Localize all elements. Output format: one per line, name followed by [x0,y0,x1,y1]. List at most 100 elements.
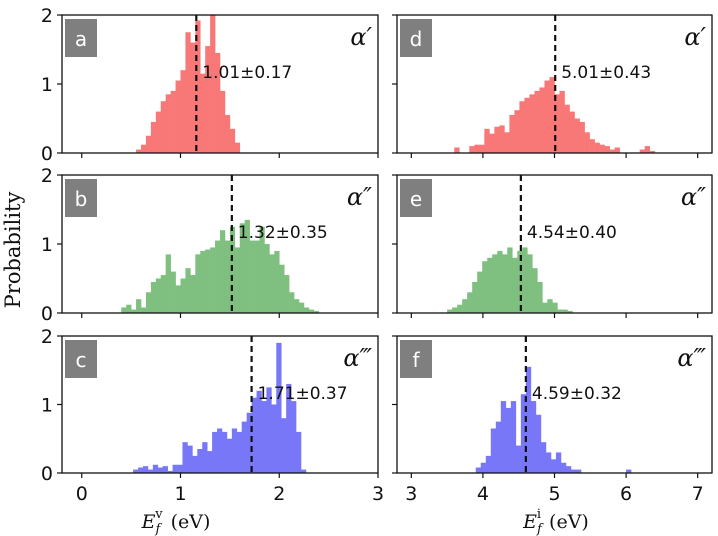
histogram-bar [244,219,250,313]
panel-d-bars [454,77,656,153]
histogram-bar [231,428,238,473]
histogram-bar [574,118,580,153]
histogram-bar [492,254,498,313]
histogram-bar [264,244,270,313]
histogram-bar [313,310,320,313]
histogram-bar [479,144,485,153]
histogram-bar [482,261,488,313]
histogram-bar [570,469,577,473]
histogram-bar [609,149,615,153]
panel-frame-e [396,174,713,314]
histogram-bar [180,278,186,313]
histogram-bar [549,77,555,153]
histogram-bar [261,401,267,473]
histogram-bar [527,254,533,313]
x-axis-symbol-left: E [141,511,156,533]
histogram-bar [626,469,632,473]
histogram-bar [279,264,285,313]
histogram-bar [539,87,545,153]
histogram-bar [452,307,458,313]
phase-label-e: α″ [681,183,706,211]
panel-label-e: e [410,187,422,211]
histogram-bar [497,250,503,313]
panel-e-bars [447,247,573,313]
histogram-bar [234,142,241,153]
histogram-bar [150,281,157,313]
panel-label-c: c [76,348,87,372]
x-tick-label: 3 [372,483,384,505]
y-axis-label: Probability [1,192,25,309]
histogram-bar [604,146,610,153]
histogram-bar [133,469,139,473]
histogram-bar [147,469,154,473]
histogram-bar [532,268,538,313]
histogram-bar [469,146,475,153]
histogram-bar [569,111,575,153]
histogram-bar [537,281,543,313]
histogram-bar [246,412,252,473]
histogram-bar [554,94,560,153]
histogram-bar [266,387,272,473]
histogram-bar [594,142,600,153]
x-tick-label: 2 [273,483,285,505]
histogram-bar [210,15,216,153]
histogram-bar [180,70,186,153]
panel-f-bars [475,366,632,473]
histogram-bar [454,147,460,153]
histogram-bar [157,467,164,473]
histogram-bar [565,466,572,473]
histogram-bar [644,146,651,153]
histogram-bar [256,390,262,473]
histogram-bar [579,121,585,153]
histogram-bar [467,292,473,313]
histogram-bar [155,278,162,313]
phase-label-a: α′ [350,23,372,51]
histogram-bar [185,32,191,153]
histogram-bar [200,73,206,153]
histogram-bar [269,254,275,313]
histogram-bar [522,247,528,313]
y-tick-label: 2 [41,5,53,27]
histogram-bar [200,250,206,313]
axes-layer [57,14,713,478]
histogram-bar [131,309,137,313]
histogram-bar [599,144,605,153]
histogram-bar [567,310,573,313]
histogram-bar [170,271,176,313]
panel-label-a: a [75,27,87,51]
histogram-bar [236,431,243,473]
histogram-bar [210,247,216,313]
histogram-bar [138,467,144,473]
x-tick-label: 3 [405,483,417,505]
histogram-bar [220,90,226,153]
histogram-bar [560,462,567,473]
histogram-bar [524,97,530,153]
histogram-bar [509,115,515,153]
histogram-bar [217,428,223,473]
panel-label-d: d [410,27,423,51]
histogram-bar [649,150,656,153]
histogram-bar [286,383,292,473]
x-axis-symbol-right: E [522,511,537,533]
histogram-bar [281,418,287,473]
histogram-bar [562,309,568,313]
panel-label-box-f [400,340,432,378]
histogram-bar [494,126,500,153]
histogram-bar [239,223,245,313]
histogram-bar [224,240,231,313]
y-tick-label: 0 [41,463,53,485]
x-tick-label: 1 [174,483,186,505]
y-tick-label: 0 [41,143,53,165]
histogram-bar [141,144,147,153]
y-tick-label: 1 [41,234,53,256]
histogram-bar [490,428,497,473]
histogram-bar [136,299,142,313]
histogram-bar [639,149,645,153]
histogram-bar [187,445,193,473]
panel-label-box-c [65,340,97,378]
histogram-bar [296,431,302,473]
histogram-bar [500,401,507,473]
histogram-bar [276,342,282,473]
histogram-bar [289,292,295,313]
histogram-bar [499,125,505,153]
